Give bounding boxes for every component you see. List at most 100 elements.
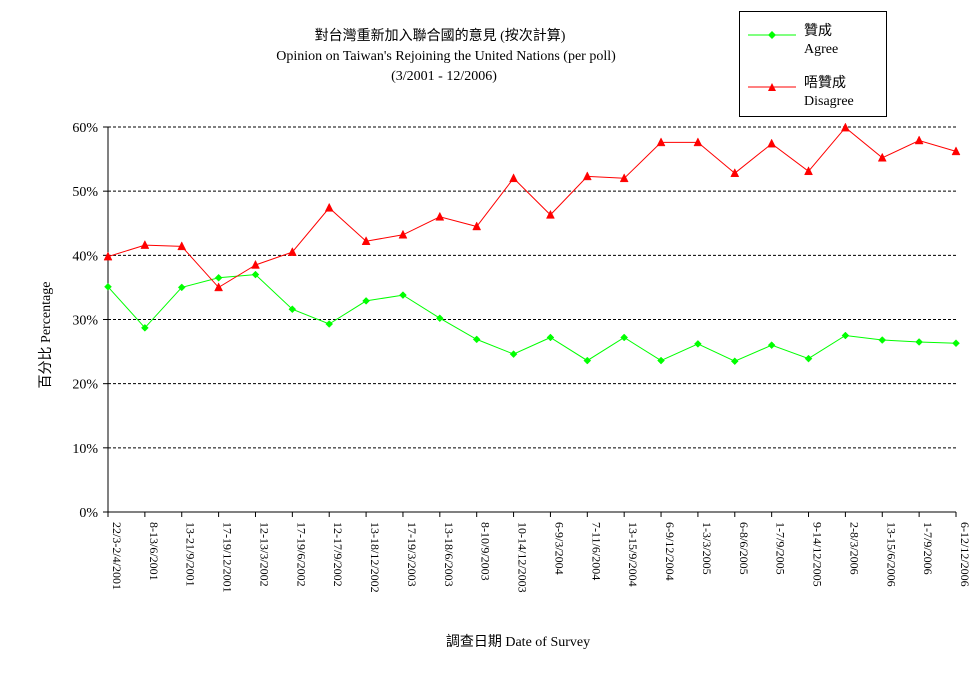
x-tick-label: 10-14/12/2003 [516,522,530,593]
data-point-agree [694,340,702,348]
data-point-disagree [582,171,592,181]
x-tick-label: 9-14/12/2005 [811,522,825,587]
series-line-agree [107,274,957,362]
data-point-disagree [840,122,850,132]
data-point-disagree [361,236,371,245]
data-point-disagree [877,152,887,162]
data-point-agree [362,297,370,305]
data-point-agree [141,323,149,332]
x-tick-label: 13-15/9/2004 [626,522,640,587]
x-tick-label: 1-3/3/2005 [700,522,714,575]
x-tick-label: 6-9/3/2004 [552,522,566,575]
legend-disagree-label-en: Disagree [804,94,854,109]
x-tick-label: 13-18/6/2003 [442,522,456,587]
x-tick-label: 7-11/6/2004 [589,522,603,580]
data-point-disagree [730,168,740,177]
data-point-agree [657,356,665,365]
data-point-disagree [214,282,224,292]
data-point-agree [509,350,518,359]
x-tick-label: 8-10/9/2003 [479,522,493,581]
legend-entry-agree: 贊成 Agree [740,20,888,64]
chart-date-range: (3/2001 - 12/2006) [391,69,497,84]
data-point-agree [952,339,960,348]
data-point-agree [878,336,887,344]
x-tick-label: 6-8/6/2005 [737,522,751,575]
y-tick-label: 10% [72,442,98,457]
y-tick-label: 20% [72,378,98,393]
y-axis-label: 百分比 Percentage [38,282,54,389]
y-tick-label: 30% [72,314,98,329]
data-point-disagree [804,166,813,176]
data-point-agree [399,291,407,299]
x-tick-labels: 22/3-2/4/2001 8-13/6/2001 13-21/9/2001 17-1… [110,522,972,593]
x-axis-label: 調查日期 Date of Survey [446,634,590,650]
legend-agree-swatch [748,31,796,39]
x-tick-label: 12-17/9/2002 [331,522,345,587]
gridlines [103,126,956,513]
x-tick-label: 13-21/9/2001 [184,522,198,587]
data-point-agree [325,320,334,328]
data-point-agree [288,305,297,314]
x-tick-label: 17-19/6/2002 [294,522,308,587]
x-tick-label: 13-15/6/2006 [884,522,898,587]
legend-disagree-label: 唔贊成 [804,76,846,91]
series [103,122,961,366]
legend-agree-label-en: Agree [804,42,839,57]
data-point-agree [214,273,223,282]
data-point-disagree [177,241,187,251]
legend-disagree-swatch [748,83,796,91]
data-point-disagree [140,240,150,249]
x-tick-label: 1-7/9/2006 [921,522,935,575]
x-tick-label: 8-13/6/2001 [147,522,161,581]
y-tick-labels: 0% 10% 20% 30% 40% 50% 60% [72,121,98,521]
legend-entry-disagree: 唔贊成 Disagree [740,72,888,116]
x-tick-label: 1-7/9/2005 [774,522,788,575]
data-point-agree [177,283,186,292]
data-point-agree [104,282,112,291]
chart-subtitle: Opinion on Taiwan's Rejoining the United… [276,49,616,64]
data-point-disagree [546,209,555,219]
data-point-agree [841,331,850,340]
data-point-agree [472,335,481,344]
data-point-agree [435,314,444,323]
data-point-disagree [767,138,777,148]
x-tick-label: 6-12/12/2006 [958,522,972,587]
data-point-agree [915,338,923,346]
data-point-agree [804,354,813,363]
data-point-agree [767,341,776,350]
data-point-agree [730,357,739,366]
data-point-disagree [398,229,408,239]
data-point-agree [620,333,629,342]
y-tick-label: 0% [79,506,98,521]
chart-title: 對台灣重新加入聯合國的意見 (按次計算) [315,27,566,44]
data-point-disagree [287,247,297,256]
x-tick-label: 17-19/3/2003 [405,522,419,587]
data-point-disagree [324,202,334,212]
data-point-disagree [251,259,260,269]
data-point-agree [546,333,555,342]
series-line-disagree [107,126,957,289]
y-tick-label: 40% [72,249,98,264]
data-point-disagree [656,137,666,147]
y-tick-label: 50% [72,185,98,200]
x-tick-label: 17-19/12/2001 [221,522,235,593]
x-tick-label: 6-9/12/2004 [663,522,677,581]
data-point-disagree [509,173,518,183]
axes [107,127,957,517]
data-point-disagree [619,173,629,183]
y-tick-label: 60% [72,121,98,136]
data-point-disagree [435,211,445,221]
x-tick-label: 22/3-2/4/2001 [110,522,124,590]
x-tick-label: 13-18/12/2002 [368,522,382,593]
data-point-disagree [472,221,482,231]
data-point-agree [251,270,260,279]
legend: 贊成 Agree 唔贊成 Disagree [739,11,887,117]
x-tick-label: 12-13/3/2002 [257,522,271,587]
data-point-disagree [103,251,113,261]
data-point-disagree [951,146,961,156]
x-tick-label: 2-8/3/2006 [847,522,861,575]
data-point-disagree [914,135,924,145]
data-point-disagree [693,137,703,147]
data-point-agree [583,356,592,365]
